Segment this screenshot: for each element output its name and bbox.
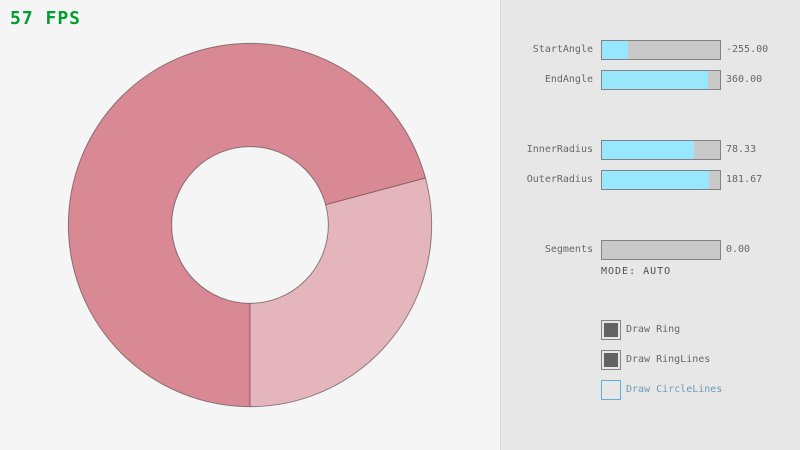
draw-circlelines-checkbox[interactable] xyxy=(601,380,621,400)
startangle-slider[interactable] xyxy=(601,40,721,60)
segments-slider[interactable] xyxy=(601,240,721,260)
checkbox-row-draw-ringlines: Draw RingLines xyxy=(501,350,800,370)
checkbox-label: Draw RingLines xyxy=(626,354,711,365)
ring-light-segment xyxy=(250,177,432,407)
slider-value: -255.00 xyxy=(726,44,769,55)
checkmark xyxy=(604,323,618,337)
fps-counter: 57 FPS xyxy=(10,8,82,29)
draw-ringlines-checkbox[interactable] xyxy=(601,350,621,370)
checkbox-row-draw-ring: Draw Ring xyxy=(501,320,800,340)
slider-row: OuterRadius 181.67 xyxy=(501,170,800,190)
slider-label: InnerRadius xyxy=(526,144,593,155)
checkmark xyxy=(604,353,618,367)
checkbox-label: Draw CircleLines xyxy=(626,384,723,395)
draw-ring-checkbox[interactable] xyxy=(601,320,621,340)
ring-end-cap-line xyxy=(325,177,426,206)
endangle-slider[interactable] xyxy=(601,70,721,90)
slider-fill xyxy=(602,141,695,159)
slider-value: 360.00 xyxy=(726,74,763,85)
innerradius-slider[interactable] xyxy=(601,140,721,160)
slider-value: 0.00 xyxy=(726,244,751,255)
slider-row: EndAngle 360.00 xyxy=(501,70,800,90)
slider-fill xyxy=(602,171,710,189)
slider-label: StartAngle xyxy=(532,44,593,55)
slider-row: StartAngle -255.00 xyxy=(501,40,800,60)
checkmark xyxy=(604,383,618,397)
checkbox-row-draw-circlelines: Draw CircleLines xyxy=(501,380,800,400)
slider-label: Segments xyxy=(544,244,593,255)
slider-fill xyxy=(602,71,709,89)
slider-row: InnerRadius 78.33 xyxy=(501,140,800,160)
slider-label: OuterRadius xyxy=(526,174,593,185)
mode-status-text: MODE: AUTO xyxy=(601,266,672,277)
slider-value: 78.33 xyxy=(726,144,757,155)
slider-fill xyxy=(602,41,628,59)
slider-row: Segments 0.00 xyxy=(501,240,800,260)
slider-label: EndAngle xyxy=(544,74,593,85)
controls-panel: StartAngle -255.00 EndAngle 360.00 Inner… xyxy=(500,0,800,450)
slider-value: 181.67 xyxy=(726,174,763,185)
ring-inner-outline xyxy=(171,146,329,304)
ring-outer-outline xyxy=(67,42,433,408)
checkbox-label: Draw Ring xyxy=(626,324,681,335)
outerradius-slider[interactable] xyxy=(601,170,721,190)
